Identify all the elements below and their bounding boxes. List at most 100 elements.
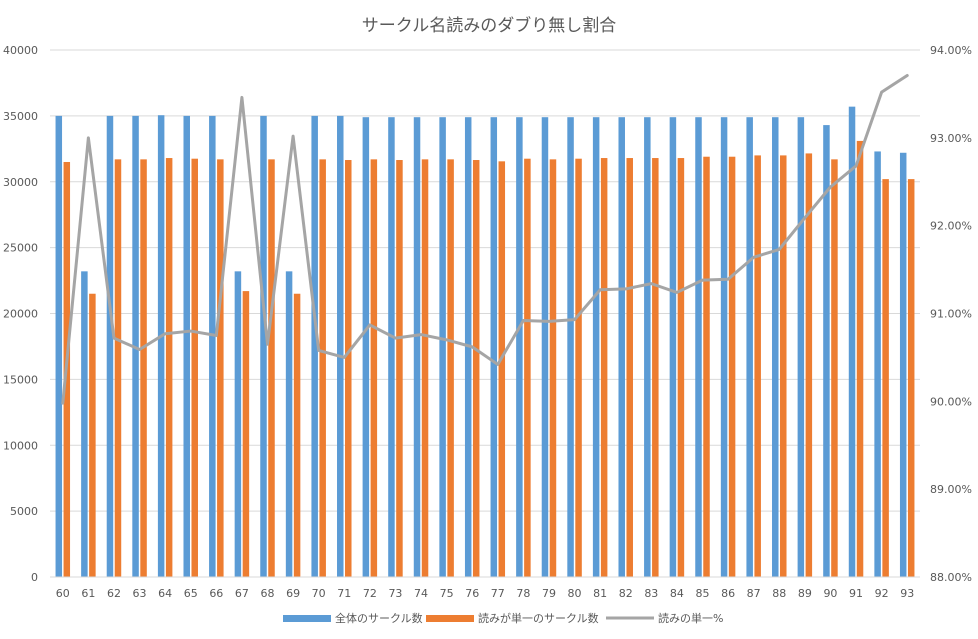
left-tick-label: 0	[31, 571, 38, 584]
x-tick-label: 63	[133, 587, 147, 600]
x-tick-label: 67	[235, 587, 249, 600]
bar-unique	[677, 158, 685, 577]
legend-item-2: 読みの単一%	[606, 611, 723, 625]
bar-unique	[345, 160, 352, 578]
bar-total	[669, 117, 677, 577]
bar-total	[285, 271, 293, 577]
bar-total	[490, 117, 498, 577]
bar-unique	[114, 159, 122, 578]
x-tick-label: 85	[696, 587, 710, 600]
bars	[55, 106, 915, 578]
bar-unique	[780, 155, 787, 577]
right-tick-label: 89.00%	[930, 483, 972, 496]
bar-total	[567, 117, 574, 577]
bar-total	[848, 106, 856, 577]
legend-swatch-0	[283, 615, 331, 622]
x-tick-label: 91	[849, 587, 863, 600]
bar-unique	[728, 156, 736, 577]
bar-unique	[754, 155, 761, 577]
bar-unique	[524, 158, 531, 577]
bar-total	[644, 117, 651, 577]
bar-unique	[600, 158, 608, 577]
x-tick-label: 86	[721, 587, 735, 600]
bar-unique	[293, 293, 301, 577]
x-tick-label: 87	[747, 587, 761, 600]
x-tick-label: 90	[823, 587, 837, 600]
left-tick-label: 20000	[3, 308, 38, 321]
x-tick-label: 60	[56, 587, 70, 600]
bar-unique	[421, 159, 429, 578]
left-tick-label: 5000	[10, 505, 38, 518]
x-tick-label: 73	[388, 587, 402, 600]
x-tick-label: 61	[81, 587, 95, 600]
bar-total	[209, 115, 216, 577]
x-tick-label: 84	[670, 587, 684, 600]
bar-unique	[140, 159, 147, 578]
bar-unique	[652, 158, 659, 577]
gridlines	[50, 49, 920, 512]
bar-unique	[831, 159, 838, 578]
line-series	[61, 73, 909, 405]
left-tick-label: 35000	[3, 110, 38, 123]
bar-unique	[89, 293, 96, 577]
bar-unique	[626, 158, 633, 577]
x-tick-label: 80	[568, 587, 582, 600]
series-line-unique-percent	[61, 73, 909, 405]
bar-total	[234, 271, 242, 577]
x-tick-label: 82	[619, 587, 633, 600]
bar-total	[388, 117, 395, 577]
bar-unique	[217, 159, 224, 578]
bar-total	[899, 152, 907, 577]
bar-unique	[396, 160, 403, 578]
chart-title: サークル名読みのダブり無し割合	[362, 15, 617, 36]
x-tick-label: 66	[209, 587, 223, 600]
x-tick-label: 93	[900, 587, 914, 600]
bar-total	[797, 117, 805, 577]
x-tick-label: 71	[337, 587, 351, 600]
bar-total	[592, 117, 600, 577]
bar-total	[720, 117, 728, 577]
x-tick-label: 69	[286, 587, 300, 600]
bar-total	[106, 115, 114, 577]
bar-unique	[191, 158, 198, 577]
bar-total	[337, 115, 344, 577]
legend-label-2: 読みの単一%	[658, 611, 723, 625]
bar-unique	[703, 156, 710, 577]
bar-unique	[882, 179, 889, 578]
x-tick-label: 83	[644, 587, 658, 600]
bar-total	[746, 117, 753, 577]
bar-total	[823, 125, 830, 577]
bar-total	[183, 115, 190, 577]
right-tick-label: 93.00%	[930, 132, 972, 145]
x-tick-label: 79	[542, 587, 556, 600]
x-tick-label: 76	[465, 587, 479, 600]
bar-total	[874, 151, 881, 577]
legend-item-0: 全体のサークル数	[283, 611, 423, 625]
bar-unique	[370, 159, 378, 578]
bar-unique	[907, 179, 915, 578]
x-tick-label: 92	[875, 587, 889, 600]
legend-label-0: 全体のサークル数	[335, 611, 423, 625]
x-tick-label: 68	[261, 587, 275, 600]
bar-total	[157, 115, 165, 577]
left-tick-label: 30000	[3, 176, 38, 189]
bar-unique	[498, 161, 506, 578]
right-axis-ticks: 88.00% 89.00% 90.00% 91.00% 92.00% 93.00% 94.0…	[930, 44, 972, 584]
right-tick-label: 92.00%	[930, 220, 972, 233]
x-tick-label: 75	[440, 587, 454, 600]
left-axis-ticks: 0 5000 10000 15000 20000 25000 30000 35000 40000	[3, 44, 38, 584]
bar-total	[541, 117, 549, 577]
left-tick-label: 40000	[3, 44, 38, 57]
bar-total	[618, 117, 625, 577]
bar-total	[362, 117, 370, 577]
bar-total	[55, 115, 63, 577]
bar-total	[260, 115, 267, 577]
bar-total	[81, 271, 88, 577]
bar-unique	[268, 159, 275, 578]
bar-total	[695, 117, 702, 577]
right-tick-label: 94.00%	[930, 44, 972, 57]
right-tick-label: 88.00%	[930, 571, 972, 584]
x-tick-label: 62	[107, 587, 121, 600]
bar-total	[516, 117, 523, 577]
bar-total	[413, 117, 421, 577]
